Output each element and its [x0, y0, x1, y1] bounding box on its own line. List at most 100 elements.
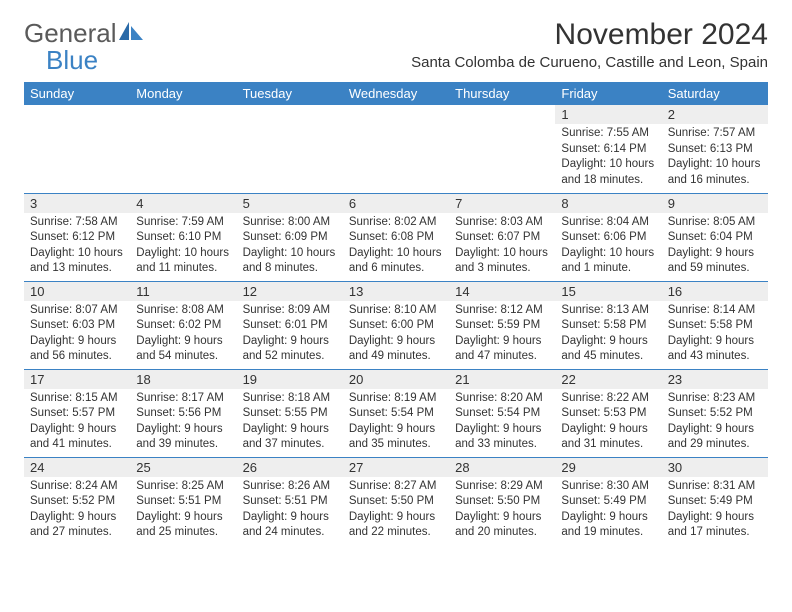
sunrise-text: Sunrise: 8:29 AM — [455, 479, 549, 495]
day-details: Sunrise: 8:00 AMSunset: 6:09 PMDaylight:… — [237, 213, 343, 281]
calendar-table: SundayMondayTuesdayWednesdayThursdayFrid… — [24, 82, 768, 545]
daylight-text: Daylight: 9 hours and 43 minutes. — [668, 334, 762, 365]
sunset-text: Sunset: 6:13 PM — [668, 142, 762, 158]
sunset-text: Sunset: 6:04 PM — [668, 230, 762, 246]
sunrise-text: Sunrise: 8:08 AM — [136, 303, 230, 319]
calendar-day-cell: 13Sunrise: 8:10 AMSunset: 6:00 PMDayligh… — [343, 281, 449, 369]
day-number: 8 — [555, 194, 661, 213]
header: General Blue November 2024 Santa Colomba… — [24, 18, 768, 76]
calendar-day-cell: 1Sunrise: 7:55 AMSunset: 6:14 PMDaylight… — [555, 105, 661, 193]
calendar-day-cell: 24Sunrise: 8:24 AMSunset: 5:52 PMDayligh… — [24, 457, 130, 545]
sunrise-text: Sunrise: 8:22 AM — [561, 391, 655, 407]
calendar-empty-cell — [237, 105, 343, 193]
daylight-text: Daylight: 9 hours and 31 minutes. — [561, 422, 655, 453]
daylight-text: Daylight: 9 hours and 49 minutes. — [349, 334, 443, 365]
calendar-day-cell: 16Sunrise: 8:14 AMSunset: 5:58 PMDayligh… — [662, 281, 768, 369]
day-details: Sunrise: 8:29 AMSunset: 5:50 PMDaylight:… — [449, 477, 555, 545]
day-details: Sunrise: 8:18 AMSunset: 5:55 PMDaylight:… — [237, 389, 343, 457]
day-number: 4 — [130, 194, 236, 213]
day-details: Sunrise: 8:08 AMSunset: 6:02 PMDaylight:… — [130, 301, 236, 369]
day-number: 3 — [24, 194, 130, 213]
sunset-text: Sunset: 6:01 PM — [243, 318, 337, 334]
day-details: Sunrise: 8:22 AMSunset: 5:53 PMDaylight:… — [555, 389, 661, 457]
day-details: Sunrise: 8:31 AMSunset: 5:49 PMDaylight:… — [662, 477, 768, 545]
calendar-day-cell: 26Sunrise: 8:26 AMSunset: 5:51 PMDayligh… — [237, 457, 343, 545]
calendar-week-row: 1Sunrise: 7:55 AMSunset: 6:14 PMDaylight… — [24, 105, 768, 193]
sunset-text: Sunset: 5:50 PM — [349, 494, 443, 510]
sunset-text: Sunset: 5:51 PM — [243, 494, 337, 510]
title-block: November 2024 Santa Colomba de Curueno, … — [411, 18, 768, 71]
day-number: 29 — [555, 458, 661, 477]
calendar-day-cell: 4Sunrise: 7:59 AMSunset: 6:10 PMDaylight… — [130, 193, 236, 281]
sunrise-text: Sunrise: 7:58 AM — [30, 215, 124, 231]
calendar-day-cell: 12Sunrise: 8:09 AMSunset: 6:01 PMDayligh… — [237, 281, 343, 369]
day-number: 11 — [130, 282, 236, 301]
calendar-day-cell: 11Sunrise: 8:08 AMSunset: 6:02 PMDayligh… — [130, 281, 236, 369]
calendar-day-cell: 10Sunrise: 8:07 AMSunset: 6:03 PMDayligh… — [24, 281, 130, 369]
sunrise-text: Sunrise: 8:03 AM — [455, 215, 549, 231]
day-details: Sunrise: 7:58 AMSunset: 6:12 PMDaylight:… — [24, 213, 130, 281]
sunset-text: Sunset: 6:03 PM — [30, 318, 124, 334]
day-header: Tuesday — [237, 82, 343, 105]
sunrise-text: Sunrise: 8:10 AM — [349, 303, 443, 319]
day-header: Saturday — [662, 82, 768, 105]
day-details: Sunrise: 8:17 AMSunset: 5:56 PMDaylight:… — [130, 389, 236, 457]
calendar-day-cell: 20Sunrise: 8:19 AMSunset: 5:54 PMDayligh… — [343, 369, 449, 457]
daylight-text: Daylight: 10 hours and 11 minutes. — [136, 246, 230, 277]
day-number: 16 — [662, 282, 768, 301]
daylight-text: Daylight: 9 hours and 19 minutes. — [561, 510, 655, 541]
sunset-text: Sunset: 5:54 PM — [455, 406, 549, 422]
day-number: 2 — [662, 105, 768, 124]
calendar-day-cell: 8Sunrise: 8:04 AMSunset: 6:06 PMDaylight… — [555, 193, 661, 281]
day-number: 17 — [24, 370, 130, 389]
day-number: 18 — [130, 370, 236, 389]
day-number: 14 — [449, 282, 555, 301]
day-details: Sunrise: 8:14 AMSunset: 5:58 PMDaylight:… — [662, 301, 768, 369]
day-number: 5 — [237, 194, 343, 213]
sunset-text: Sunset: 5:49 PM — [668, 494, 762, 510]
daylight-text: Daylight: 9 hours and 59 minutes. — [668, 246, 762, 277]
sunrise-text: Sunrise: 8:02 AM — [349, 215, 443, 231]
sunset-text: Sunset: 5:51 PM — [136, 494, 230, 510]
sunrise-text: Sunrise: 8:24 AM — [30, 479, 124, 495]
daylight-text: Daylight: 9 hours and 41 minutes. — [30, 422, 124, 453]
daylight-text: Daylight: 9 hours and 22 minutes. — [349, 510, 443, 541]
day-details: Sunrise: 8:19 AMSunset: 5:54 PMDaylight:… — [343, 389, 449, 457]
daylight-text: Daylight: 9 hours and 29 minutes. — [668, 422, 762, 453]
sunrise-text: Sunrise: 8:17 AM — [136, 391, 230, 407]
sunset-text: Sunset: 6:09 PM — [243, 230, 337, 246]
day-number: 9 — [662, 194, 768, 213]
sunrise-text: Sunrise: 8:19 AM — [349, 391, 443, 407]
day-details: Sunrise: 8:04 AMSunset: 6:06 PMDaylight:… — [555, 213, 661, 281]
sunset-text: Sunset: 5:55 PM — [243, 406, 337, 422]
calendar-day-cell: 30Sunrise: 8:31 AMSunset: 5:49 PMDayligh… — [662, 457, 768, 545]
day-details: Sunrise: 8:23 AMSunset: 5:52 PMDaylight:… — [662, 389, 768, 457]
sunrise-text: Sunrise: 8:09 AM — [243, 303, 337, 319]
calendar-day-cell: 21Sunrise: 8:20 AMSunset: 5:54 PMDayligh… — [449, 369, 555, 457]
sunset-text: Sunset: 5:57 PM — [30, 406, 124, 422]
day-details: Sunrise: 8:30 AMSunset: 5:49 PMDaylight:… — [555, 477, 661, 545]
sunset-text: Sunset: 5:52 PM — [30, 494, 124, 510]
sunset-text: Sunset: 6:08 PM — [349, 230, 443, 246]
daylight-text: Daylight: 9 hours and 24 minutes. — [243, 510, 337, 541]
sunrise-text: Sunrise: 8:14 AM — [668, 303, 762, 319]
daylight-text: Daylight: 9 hours and 39 minutes. — [136, 422, 230, 453]
sunset-text: Sunset: 6:12 PM — [30, 230, 124, 246]
day-header: Wednesday — [343, 82, 449, 105]
daylight-text: Daylight: 9 hours and 56 minutes. — [30, 334, 124, 365]
day-number: 27 — [343, 458, 449, 477]
sunset-text: Sunset: 6:14 PM — [561, 142, 655, 158]
sunset-text: Sunset: 6:10 PM — [136, 230, 230, 246]
sunrise-text: Sunrise: 8:23 AM — [668, 391, 762, 407]
day-number: 23 — [662, 370, 768, 389]
day-number: 24 — [24, 458, 130, 477]
day-number: 28 — [449, 458, 555, 477]
day-details: Sunrise: 8:02 AMSunset: 6:08 PMDaylight:… — [343, 213, 449, 281]
day-number: 7 — [449, 194, 555, 213]
sunrise-text: Sunrise: 8:04 AM — [561, 215, 655, 231]
calendar-day-cell: 6Sunrise: 8:02 AMSunset: 6:08 PMDaylight… — [343, 193, 449, 281]
day-details: Sunrise: 8:26 AMSunset: 5:51 PMDaylight:… — [237, 477, 343, 545]
daylight-text: Daylight: 9 hours and 33 minutes. — [455, 422, 549, 453]
daylight-text: Daylight: 9 hours and 45 minutes. — [561, 334, 655, 365]
day-details: Sunrise: 8:24 AMSunset: 5:52 PMDaylight:… — [24, 477, 130, 545]
